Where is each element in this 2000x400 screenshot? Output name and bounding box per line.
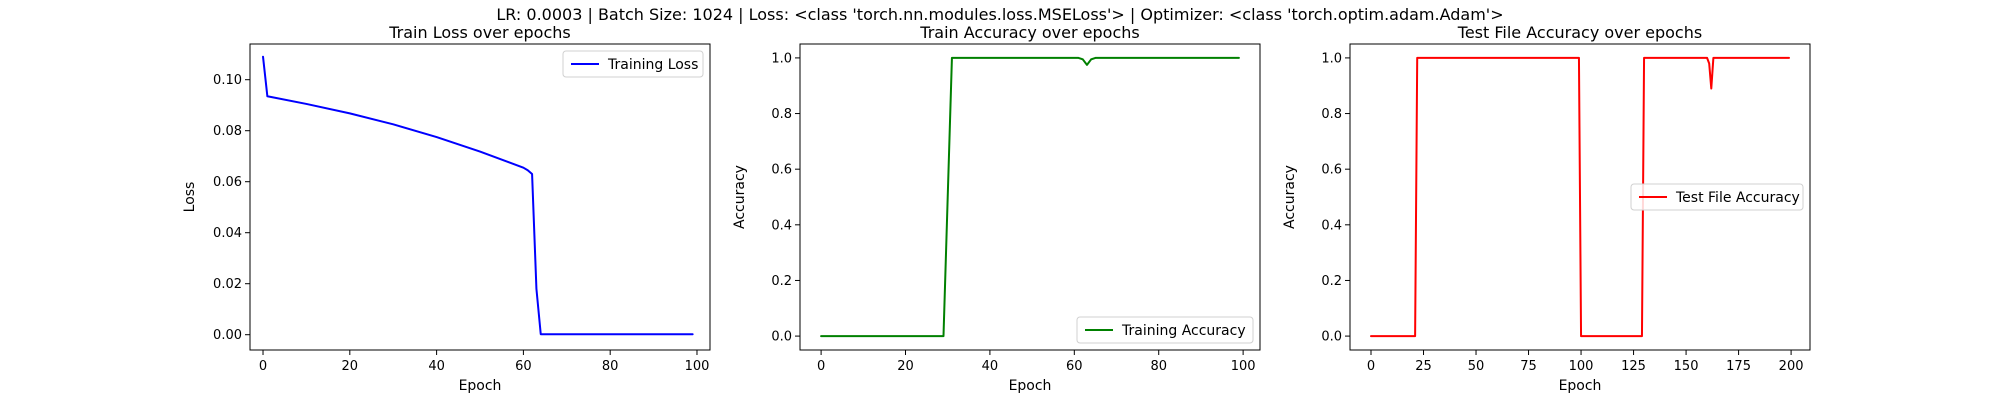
chart1-series-training-loss-line [262, 55, 694, 336]
chart2-y-tick-label: 1.0 [771, 51, 792, 66]
chart2-x-tick-label: 100 [1231, 359, 1256, 374]
chart1-x-axis-label: Epoch [459, 378, 502, 394]
chart3-legend-label: Test File Accuracy [1675, 190, 1800, 206]
chart2-x-tick-label: 60 [1066, 359, 1083, 374]
chart3-x-tick-label: 125 [1621, 359, 1646, 374]
chart2-legend-label: Training Accuracy [1121, 323, 1246, 339]
chart1-axes-frame [249, 43, 711, 351]
chart3-y-tick-label: 0.0 [1321, 330, 1342, 345]
chart1-y-tick-label: 0.10 [213, 73, 242, 88]
chart3-y-tick-label: 0.2 [1321, 274, 1342, 289]
chart3-y-tick-label: 0.4 [1321, 218, 1342, 233]
chart1-x-tick-label: 60 [515, 359, 532, 374]
chart2-y-tick-label: 0.0 [771, 330, 792, 345]
chart3-x-tick-label: 50 [1468, 359, 1485, 374]
chart1-y-tick-label: 0.00 [213, 328, 242, 343]
chart3-x-axis-label: Epoch [1559, 378, 1602, 394]
chart2-x-axis-label: Epoch [1009, 378, 1052, 394]
chart3-y-tick-label: 0.6 [1321, 163, 1342, 178]
chart2-x-tick-label: 80 [1150, 359, 1167, 374]
chart1-y-tick-label: 0.04 [213, 226, 242, 241]
train-accuracy-chart: Train Accuracy over epochs 0 20 40 60 80 100 0.… [732, 23, 1261, 394]
chart1-y-tick-label: 0.02 [213, 277, 242, 292]
chart2-y-tick-label: 0.8 [771, 107, 792, 122]
chart3-legend-box [1630, 183, 1804, 211]
chart2-x-tick-label: 20 [897, 359, 914, 374]
chart3-x-tick-label: 175 [1726, 359, 1751, 374]
chart2-y-tick-label: 0.4 [771, 218, 792, 233]
chart3-legend: Test File Accuracy [1630, 183, 1804, 211]
chart2-y-axis-label: Accuracy [732, 165, 748, 229]
chart2-y-tick-label: 0.6 [771, 163, 792, 178]
chart1-y-tick-label: 0.06 [213, 175, 242, 190]
chart3-x-tick-label: 75 [1520, 359, 1537, 374]
chart1-x-tick-label: 100 [685, 359, 710, 374]
chart2-x-tick-label: 0 [817, 359, 825, 374]
chart1-title: Train Loss over epochs [388, 23, 570, 42]
chart3-axes-frame [1349, 43, 1811, 351]
chart1-x-tick-label: 80 [602, 359, 619, 374]
chart3-x-tick-label: 0 [1367, 359, 1375, 374]
chart1-x-tick-label: 20 [342, 359, 359, 374]
chart1-legend-box [562, 50, 704, 78]
chart1-x-tick-label: 40 [428, 359, 445, 374]
chart2-series-training-accuracy-line [820, 56, 1240, 338]
test-file-accuracy-chart: Test File Accuracy over epochs 0 25 50 75 100… [1282, 23, 1811, 394]
train-loss-chart: Train Loss over epochs 0 20 40 60 80 100 0.00 0.… [182, 23, 711, 394]
chart1-x-tick-label: 0 [259, 359, 267, 374]
chart1-y-tick-label: 0.08 [213, 124, 242, 139]
chart3-x-tick-label: 25 [1415, 359, 1432, 374]
figure-suptitle: LR: 0.0003 | Batch Size: 1024 | Loss: <c… [496, 5, 1503, 24]
chart3-y-tick-label: 0.8 [1321, 107, 1342, 122]
chart1-legend: Training Loss [562, 50, 704, 78]
chart2-x-tick-label: 40 [982, 359, 999, 374]
chart3-y-tick-label: 1.0 [1321, 51, 1342, 66]
chart2-axes-frame [799, 43, 1261, 351]
chart1-legend-label: Training Loss [607, 57, 698, 73]
chart2-legend-box [1076, 316, 1254, 344]
chart1-y-axis-label: Loss [182, 182, 198, 213]
chart3-title: Test File Accuracy over epochs [1457, 23, 1702, 42]
chart2-legend: Training Accuracy [1076, 316, 1254, 344]
chart3-x-tick-label: 200 [1779, 359, 1804, 374]
chart3-x-tick-label: 150 [1674, 359, 1699, 374]
chart3-y-axis-label: Accuracy [1282, 165, 1298, 229]
chart2-title: Train Accuracy over epochs [919, 23, 1139, 42]
chart3-x-tick-label: 100 [1569, 359, 1594, 374]
chart2-y-tick-label: 0.2 [771, 274, 792, 289]
